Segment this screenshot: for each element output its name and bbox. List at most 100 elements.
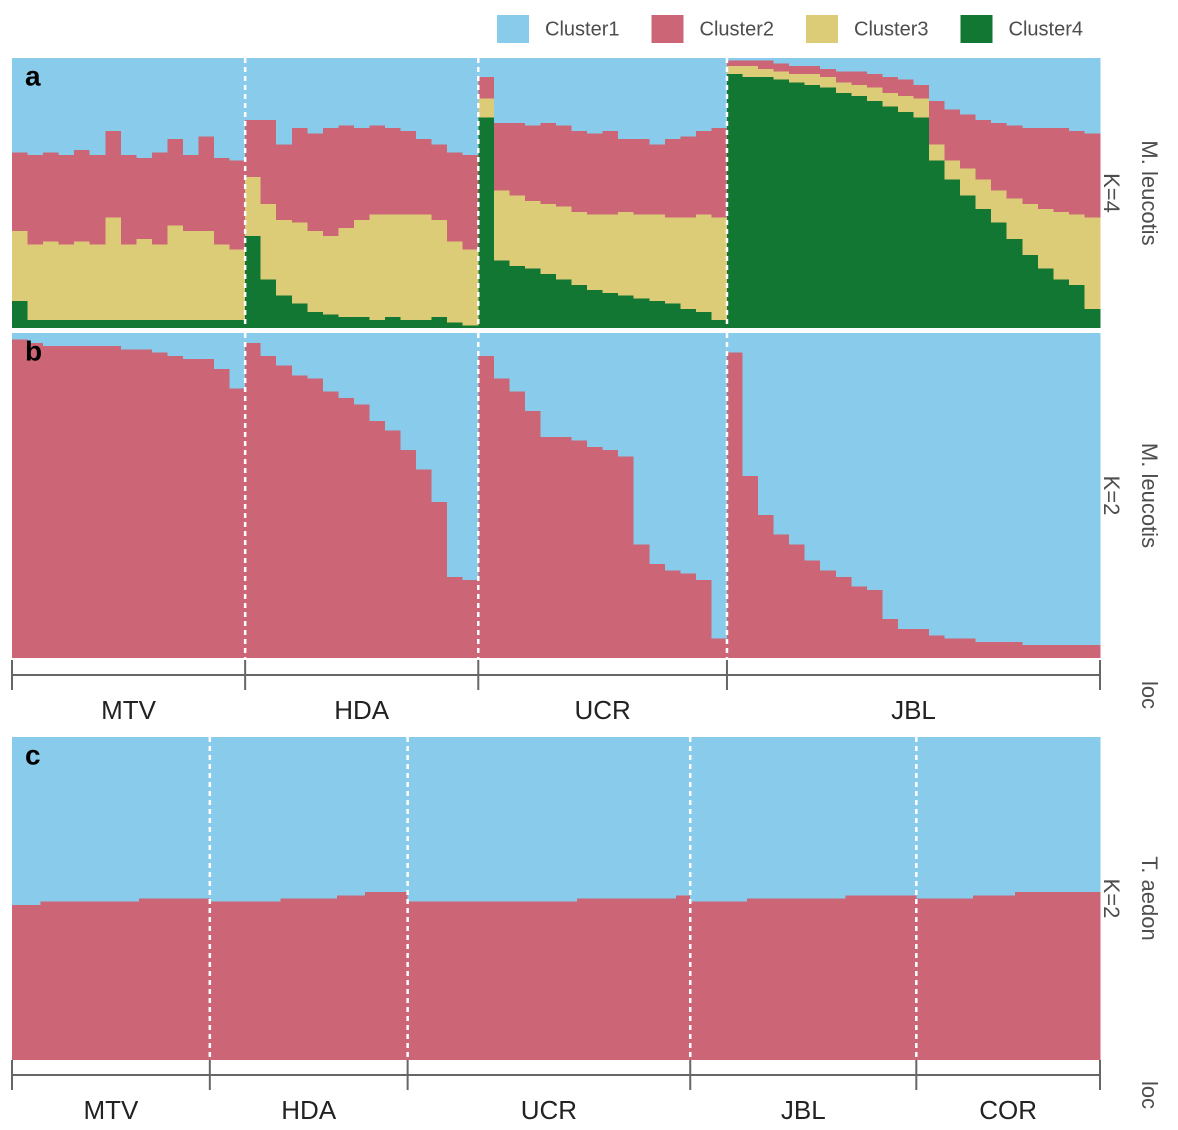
- bar-segment: [1068, 58, 1086, 131]
- bar-segment: [1053, 58, 1070, 129]
- bar-segment: [758, 76, 775, 329]
- bar-segment: [393, 892, 409, 1060]
- bar-segment: [308, 898, 324, 1060]
- bar-segment: [478, 76, 495, 99]
- bar-segment: [1006, 125, 1023, 199]
- bar-segment: [493, 58, 510, 123]
- bar-segment: [882, 93, 899, 107]
- bar-segment: [1084, 58, 1101, 134]
- bar-segment: [556, 437, 573, 658]
- locality-label: JBL: [781, 1095, 826, 1125]
- bar-segment: [1071, 737, 1087, 893]
- bar-segment: [618, 333, 635, 457]
- bar-segment: [1053, 333, 1070, 645]
- bar-segment: [690, 737, 705, 902]
- bar-segment: [563, 737, 578, 902]
- bar-segment: [1084, 133, 1101, 218]
- locality-title: loc: [1137, 681, 1162, 709]
- locality-label: MTV: [83, 1095, 139, 1125]
- bar-segment: [773, 534, 790, 658]
- bar-segment: [991, 641, 1008, 658]
- bar-segment: [385, 128, 402, 215]
- bar-segment: [229, 333, 246, 389]
- bar-segment: [493, 190, 510, 261]
- bar-segment: [986, 895, 1002, 1060]
- bar-segment: [1037, 645, 1054, 658]
- bar-segment: [929, 144, 946, 161]
- bar-segment: [27, 244, 44, 320]
- bar-segment: [260, 333, 277, 356]
- bar-segment: [89, 333, 106, 346]
- bar-segment: [524, 333, 542, 411]
- bar-segment: [153, 737, 169, 899]
- bar-segment: [661, 737, 677, 899]
- bar-segment: [789, 74, 806, 83]
- bar-segment: [462, 249, 479, 326]
- bar-segment: [866, 101, 883, 328]
- bar-segment: [291, 58, 308, 129]
- bar-segment: [1085, 737, 1101, 893]
- bar-segment: [431, 333, 448, 502]
- bar-segment: [929, 333, 946, 636]
- bar-segment: [82, 737, 98, 902]
- bar-segment: [353, 220, 371, 318]
- bar-segment: [68, 901, 84, 1060]
- bar-segment: [493, 333, 510, 379]
- bar-segment: [649, 58, 666, 145]
- bar-segment: [416, 139, 433, 215]
- bar-segment: [74, 149, 91, 242]
- bar-segment: [493, 122, 510, 191]
- bar-segment: [125, 737, 140, 902]
- bar-segment: [182, 58, 200, 156]
- bar-segment: [929, 160, 946, 328]
- bar-segment: [136, 349, 153, 658]
- bar-segment: [619, 737, 635, 899]
- bar-segment: [930, 737, 946, 899]
- bar-segment: [1057, 892, 1073, 1060]
- bar-segment: [506, 737, 522, 902]
- bar-segment: [1001, 895, 1016, 1060]
- bar-segment: [105, 319, 122, 328]
- bar-segment: [167, 898, 183, 1060]
- bar-segment: [866, 58, 883, 75]
- bar-segment: [266, 901, 282, 1060]
- bar-segment: [649, 563, 666, 658]
- bar-segment: [198, 359, 215, 658]
- bar-segment: [789, 66, 806, 75]
- bar-segment: [322, 737, 338, 899]
- bar-segment: [633, 139, 650, 215]
- bar-segment: [105, 58, 122, 131]
- bar-segment: [27, 333, 44, 343]
- bar-segment: [294, 898, 310, 1060]
- bar-segment: [462, 58, 479, 156]
- bar-segment: [1053, 211, 1070, 280]
- facet-k-label: K=2: [1099, 879, 1124, 919]
- bar-segment: [153, 898, 169, 1060]
- bar-segment: [238, 737, 253, 902]
- bar-segment: [291, 222, 308, 304]
- legend-label: Cluster4: [1009, 18, 1083, 40]
- bar-segment: [913, 58, 930, 85]
- bar-segment: [975, 179, 992, 210]
- bar-segment: [602, 292, 619, 328]
- bar-segment: [851, 58, 868, 72]
- bar-segment: [649, 333, 666, 564]
- bar-segment: [1053, 279, 1070, 328]
- bar-segment: [556, 279, 573, 328]
- bar-segment: [775, 737, 790, 899]
- bar-segment: [478, 355, 495, 658]
- bar-segment: [43, 346, 60, 658]
- bar-segment: [400, 450, 417, 658]
- bar-segment: [913, 85, 930, 99]
- bar-segment: [120, 319, 137, 328]
- bar-segment: [944, 638, 961, 658]
- bar-segment: [548, 737, 564, 902]
- bar-segment: [229, 388, 246, 658]
- bar-segment: [338, 125, 355, 229]
- bar-segment: [991, 190, 1008, 223]
- bar-segment: [214, 244, 231, 320]
- bar-segment: [1068, 284, 1086, 328]
- bar-segment: [182, 333, 200, 359]
- bar-segment: [43, 333, 60, 346]
- facet-label: T. aedon: [1137, 856, 1162, 940]
